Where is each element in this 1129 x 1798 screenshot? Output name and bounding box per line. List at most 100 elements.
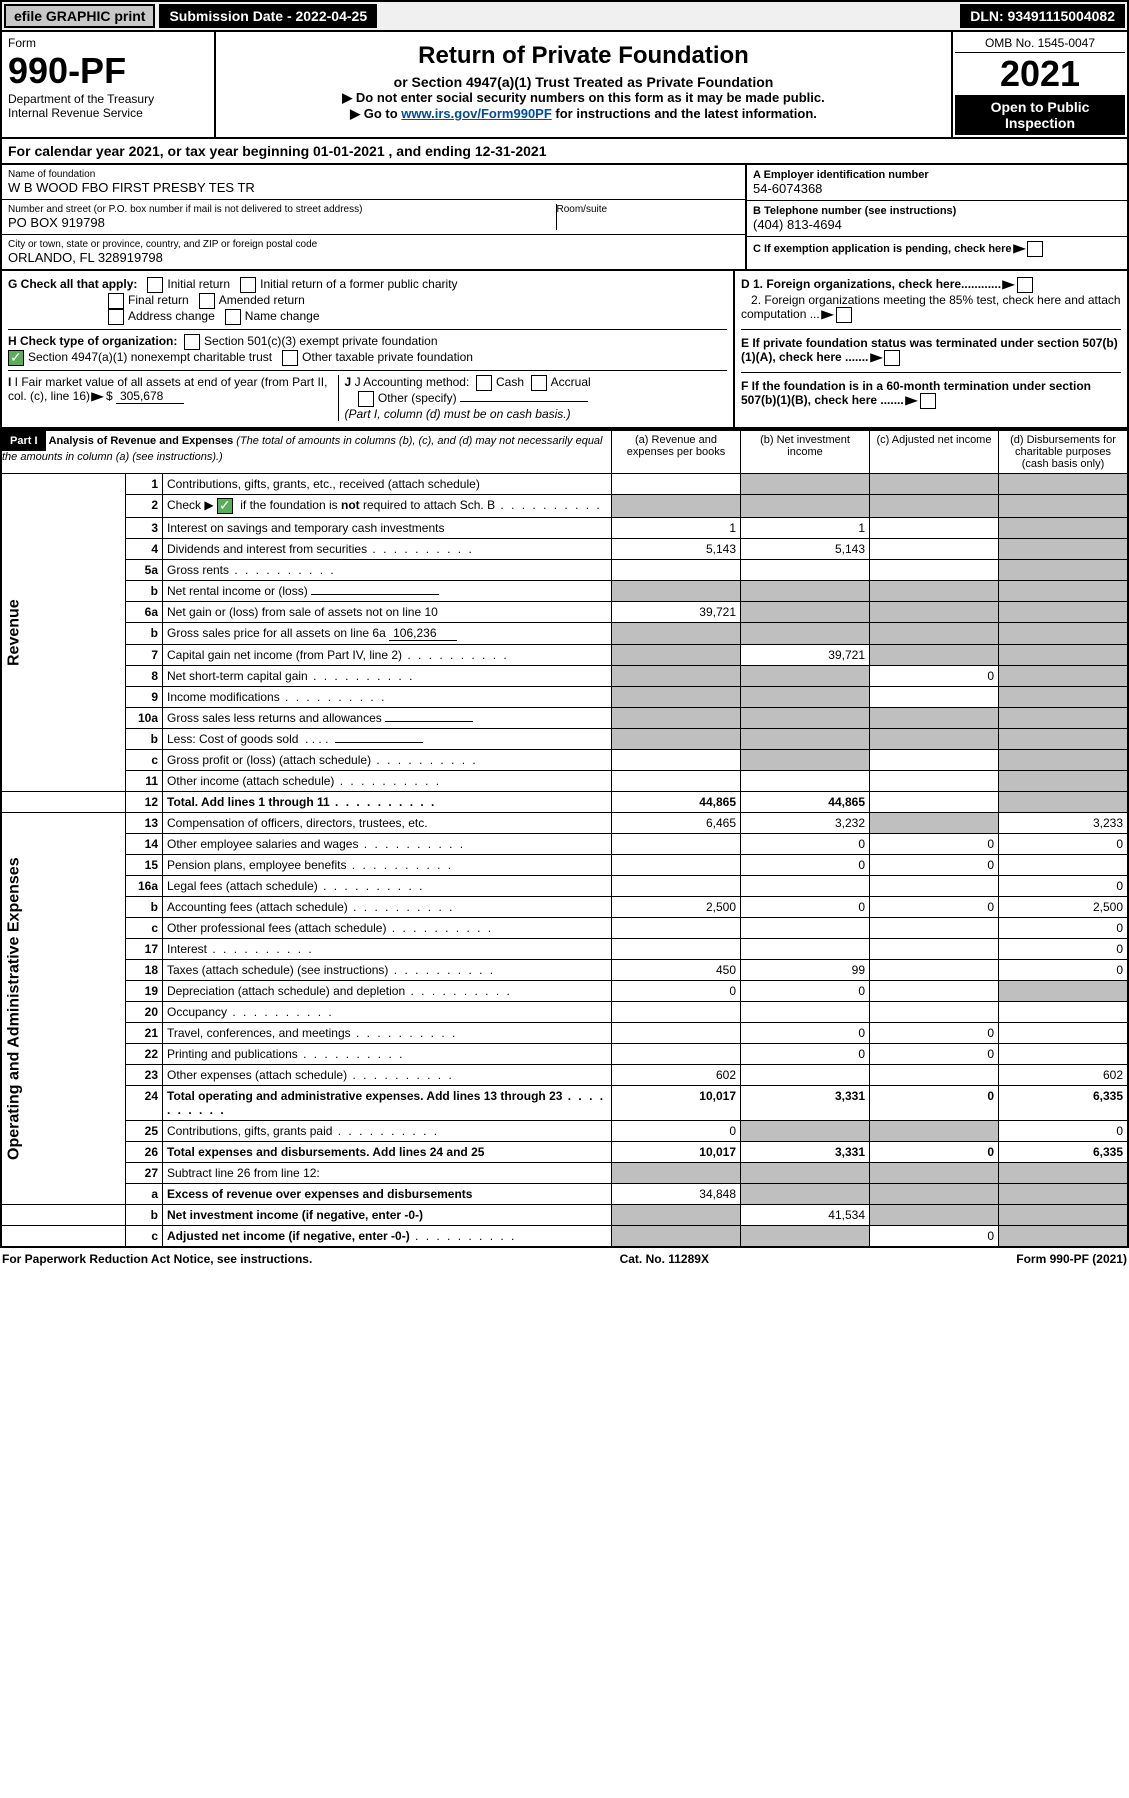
row-23: 23Other expenses (attach schedule)602602: [1, 1065, 1128, 1086]
entity-block: Name of foundation W B WOOD FBO FIRST PR…: [0, 165, 1129, 271]
part1-label: Part I: [2, 431, 46, 451]
row-17: 17Interest0: [1, 939, 1128, 960]
checkbox-cash[interactable]: [476, 375, 492, 391]
form-title: Return of Private Foundation: [226, 42, 941, 70]
address-label: Number and street (or P.O. box number if…: [8, 204, 556, 215]
checkbox-final-return[interactable]: [108, 293, 124, 309]
part1-table: Part I Analysis of Revenue and Expenses …: [0, 429, 1129, 1248]
room-label: Room/suite: [557, 204, 740, 215]
checkbox-address-change[interactable]: [108, 309, 124, 325]
row-25: 25Contributions, gifts, grants paid00: [1, 1121, 1128, 1142]
row-1: Revenue 1Contributions, gifts, grants, e…: [1, 474, 1128, 495]
footer-paperwork: For Paperwork Reduction Act Notice, see …: [2, 1252, 312, 1266]
row-27c: cAdjusted net income (if negative, enter…: [1, 1226, 1128, 1248]
expenses-side-label: Operating and Administrative Expenses: [1, 813, 126, 1205]
row-12: 12Total. Add lines 1 through 1144,86544,…: [1, 792, 1128, 813]
irs-link[interactable]: www.irs.gov/Form990PF: [401, 106, 552, 121]
col-d-header: (d) Disbursements for charitable purpose…: [999, 430, 1129, 474]
check-section: G Check all that apply: Initial return I…: [0, 271, 1129, 429]
row-19: 19Depreciation (attach schedule) and dep…: [1, 981, 1128, 1002]
cash-basis-note: (Part I, column (d) must be on cash basi…: [345, 407, 571, 421]
phone-value: (404) 813-4694: [753, 217, 1121, 232]
dln-box: DLN: 93491115004082: [960, 4, 1125, 28]
checkbox-sch-b[interactable]: [217, 498, 233, 514]
col-a-header: (a) Revenue and expenses per books: [612, 430, 741, 474]
row-8: 8Net short-term capital gain0: [1, 666, 1128, 687]
checkbox-initial-former[interactable]: [240, 277, 256, 293]
row-6a: 6aNet gain or (loss) from sale of assets…: [1, 602, 1128, 623]
page-footer: For Paperwork Reduction Act Notice, see …: [0, 1248, 1129, 1270]
open-to-public: Open to Public Inspection: [955, 95, 1125, 135]
note-goto: ▶ Go to www.irs.gov/Form990PF for instru…: [226, 106, 941, 122]
efile-box[interactable]: efile GRAPHIC print: [4, 4, 155, 28]
checkbox-d2[interactable]: [836, 307, 852, 323]
row-3: 3Interest on savings and temporary cash …: [1, 518, 1128, 539]
line-g: G Check all that apply: Initial return I…: [8, 277, 727, 325]
checkbox-e[interactable]: [884, 350, 900, 366]
row-27a: aExcess of revenue over expenses and dis…: [1, 1184, 1128, 1205]
line-d1: D 1. Foreign organizations, check here..…: [741, 277, 1121, 293]
row-4: 4Dividends and interest from securities5…: [1, 539, 1128, 560]
form-header: Form 990-PF Department of the Treasury I…: [0, 32, 1129, 139]
row-11: 11Other income (attach schedule): [1, 771, 1128, 792]
row-20: 20Occupancy: [1, 1002, 1128, 1023]
checkbox-f[interactable]: [920, 393, 936, 409]
row-18: 18Taxes (attach schedule) (see instructi…: [1, 960, 1128, 981]
checkbox-name-change[interactable]: [225, 309, 241, 325]
col-c-header: (c) Adjusted net income: [870, 430, 999, 474]
row-16c: cOther professional fees (attach schedul…: [1, 918, 1128, 939]
line-i-j: I I Fair market value of all assets at e…: [8, 370, 727, 421]
ein-label: A Employer identification number: [753, 169, 1121, 181]
footer-formref: Form 990-PF (2021): [1016, 1252, 1127, 1266]
row-24: 24Total operating and administrative exp…: [1, 1086, 1128, 1121]
col-b-header: (b) Net investment income: [741, 430, 870, 474]
note-ssn: ▶ Do not enter social security numbers o…: [226, 90, 941, 106]
line-h: H Check type of organization: Section 50…: [8, 329, 727, 366]
checkbox-other-method[interactable]: [358, 391, 374, 407]
calendar-year-line: For calendar year 2021, or tax year begi…: [0, 139, 1129, 165]
form-number: 990-PF: [8, 50, 208, 92]
row-27b: bNet investment income (if negative, ent…: [1, 1205, 1128, 1226]
irs-label: Internal Revenue Service: [8, 106, 208, 120]
line-d2: 2. Foreign organizations meeting the 85%…: [741, 293, 1121, 323]
checkbox-initial-return[interactable]: [147, 277, 163, 293]
row-9: 9Income modifications: [1, 687, 1128, 708]
row-27: 27Subtract line 26 from line 12:: [1, 1163, 1128, 1184]
row-5a: 5aGross rents: [1, 560, 1128, 581]
address-value: PO BOX 919798: [8, 215, 556, 230]
tax-year-begin: 01-01-2021: [313, 143, 385, 159]
form-subtitle: or Section 4947(a)(1) Trust Treated as P…: [226, 74, 941, 90]
ein-value: 54-6074368: [753, 181, 1121, 196]
checkbox-501c3[interactable]: [184, 334, 200, 350]
row-10b: bLess: Cost of goods sold . . . .: [1, 729, 1128, 750]
row-14: 14Other employee salaries and wages000: [1, 834, 1128, 855]
line-e: E If private foundation status was termi…: [741, 329, 1121, 366]
row-21: 21Travel, conferences, and meetings00: [1, 1023, 1128, 1044]
city-label: City or town, state or province, country…: [8, 239, 739, 250]
checkbox-other-taxable[interactable]: [282, 350, 298, 366]
arrow-icon: ▶: [1013, 241, 1026, 255]
foundation-name: W B WOOD FBO FIRST PRESBY TES TR: [8, 180, 739, 195]
row-6b: bGross sales price for all assets on lin…: [1, 623, 1128, 645]
checkbox-c[interactable]: [1027, 241, 1043, 257]
row-10a: 10aGross sales less returns and allowanc…: [1, 708, 1128, 729]
checkbox-d1[interactable]: [1017, 277, 1033, 293]
checkbox-4947-checked[interactable]: [8, 350, 24, 366]
form-label: Form: [8, 36, 208, 50]
foundation-name-label: Name of foundation: [8, 169, 739, 180]
fmv-value: 305,678: [116, 389, 184, 404]
checkbox-accrual[interactable]: [531, 375, 547, 391]
row-13: Operating and Administrative Expenses 13…: [1, 813, 1128, 834]
revenue-side-label: Revenue: [1, 474, 126, 792]
city-value: ORLANDO, FL 328919798: [8, 250, 739, 265]
phone-label: B Telephone number (see instructions): [753, 205, 1121, 217]
row-5b: bNet rental income or (loss): [1, 581, 1128, 602]
dept-treasury: Department of the Treasury: [8, 92, 208, 106]
footer-catno: Cat. No. 11289X: [620, 1252, 709, 1266]
exemption-pending-label: C If exemption application is pending, c…: [753, 243, 1012, 255]
row-22: 22Printing and publications00: [1, 1044, 1128, 1065]
submission-date-box: Submission Date - 2022-04-25: [159, 4, 377, 28]
tax-year: 2021: [955, 53, 1125, 95]
checkbox-amended-return[interactable]: [199, 293, 215, 309]
row-2: 2Check ▶ if the foundation is not requir…: [1, 495, 1128, 518]
